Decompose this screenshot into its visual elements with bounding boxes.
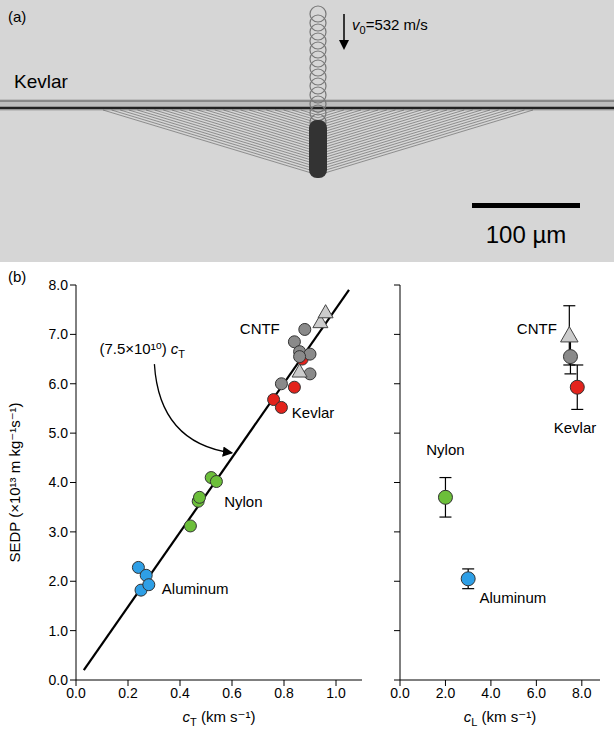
svg-text:6.0: 6.0	[49, 376, 69, 392]
svg-text:Aluminum: Aluminum	[480, 589, 547, 606]
svg-text:2.0: 2.0	[436, 685, 456, 701]
svg-text:Aluminum: Aluminum	[162, 580, 229, 597]
svg-text:4.0: 4.0	[49, 474, 69, 490]
svg-text:0.6: 0.6	[222, 685, 242, 701]
svg-text:Kevlar: Kevlar	[554, 419, 597, 436]
svg-text:100 µm: 100 µm	[486, 221, 567, 248]
svg-text:0.8: 0.8	[274, 685, 294, 701]
svg-text:Kevlar: Kevlar	[292, 404, 335, 421]
svg-text:8.0: 8.0	[49, 277, 69, 293]
svg-text:Kevlar: Kevlar	[14, 71, 69, 92]
svg-text:7.0: 7.0	[49, 326, 69, 342]
svg-text:(b): (b)	[8, 268, 26, 285]
svg-text:CNTF: CNTF	[517, 320, 557, 337]
svg-text:Nylon: Nylon	[224, 493, 262, 510]
svg-text:(a): (a)	[8, 8, 26, 25]
svg-text:2.0: 2.0	[49, 573, 69, 589]
svg-text:1.0: 1.0	[49, 623, 69, 639]
svg-text:0.0: 0.0	[390, 685, 410, 701]
svg-text:8.0: 8.0	[572, 685, 592, 701]
svg-text:cT (km s⁻¹): cT (km s⁻¹)	[183, 708, 256, 728]
svg-text:0.4: 0.4	[170, 685, 190, 701]
svg-text:6.0: 6.0	[527, 685, 547, 701]
svg-text:0.0: 0.0	[49, 672, 69, 688]
svg-text:SEDP (×10¹³ m kg⁻¹s⁻¹): SEDP (×10¹³ m kg⁻¹s⁻¹)	[6, 402, 23, 562]
svg-text:0.2: 0.2	[118, 685, 138, 701]
svg-text:(7.5×10¹⁰) cT: (7.5×10¹⁰) cT	[99, 340, 185, 360]
svg-text:5.0: 5.0	[49, 425, 69, 441]
svg-text:v0=532 m/s: v0=532 m/s	[352, 16, 428, 36]
svg-text:Nylon: Nylon	[426, 441, 464, 458]
svg-text:0.0: 0.0	[66, 685, 86, 701]
svg-text:1.0: 1.0	[326, 685, 346, 701]
svg-text:4.0: 4.0	[481, 685, 501, 701]
svg-text:3.0: 3.0	[49, 524, 69, 540]
svg-text:cL (km s⁻¹): cL (km s⁻¹)	[464, 708, 536, 728]
svg-text:CNTF: CNTF	[240, 320, 280, 337]
